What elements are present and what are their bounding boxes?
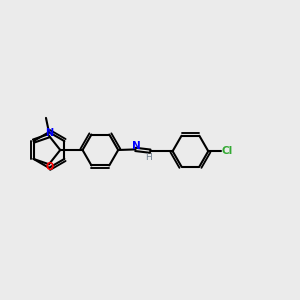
Text: O: O [45,162,53,172]
Text: N: N [132,141,140,151]
Text: N: N [45,128,53,138]
Text: H: H [145,153,152,162]
Text: Cl: Cl [221,146,232,156]
